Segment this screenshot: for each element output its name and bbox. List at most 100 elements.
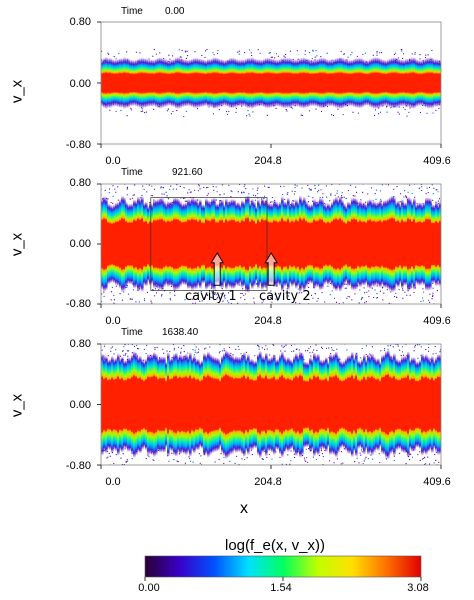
noise-dot <box>422 288 424 290</box>
noise-dot <box>427 192 429 194</box>
noise-dot <box>134 184 136 186</box>
noise-dot <box>407 191 409 193</box>
noise-dot <box>365 301 367 303</box>
distribution-strip <box>433 59 436 107</box>
noise-dot <box>188 474 189 475</box>
distribution-strip <box>203 59 206 107</box>
noise-dot <box>395 296 398 298</box>
cavity-2-arrow <box>264 252 278 286</box>
noise-dot <box>314 471 315 472</box>
noise-dot <box>401 351 404 353</box>
distribution-strip <box>197 358 200 451</box>
noise-dot <box>238 50 240 52</box>
noise-dot <box>317 191 319 193</box>
distribution-strip <box>331 354 334 455</box>
distribution-strip <box>423 59 426 107</box>
noise-dot <box>425 54 427 56</box>
noise-dot <box>269 51 271 54</box>
noise-dot <box>276 182 277 183</box>
noise-dot <box>197 351 200 353</box>
noise-dot <box>174 294 176 296</box>
distribution-strip <box>239 356 242 453</box>
noise-dot <box>101 349 103 351</box>
noise-dot <box>169 350 171 353</box>
distribution-strip <box>247 57 250 109</box>
noise-dot <box>163 193 165 195</box>
noise-dot <box>107 338 108 339</box>
noise-dot <box>115 454 117 456</box>
distribution-strip <box>159 57 162 109</box>
noise-dot <box>206 48 208 51</box>
distribution-strip <box>429 358 432 451</box>
noise-dot <box>185 110 187 112</box>
distribution-strip <box>439 354 441 455</box>
noise-dot <box>189 182 190 183</box>
noise-dot <box>176 340 177 341</box>
distribution-strip <box>135 353 138 456</box>
noise-dot <box>376 52 378 54</box>
noise-dot <box>311 351 314 353</box>
distribution-strip <box>399 59 402 107</box>
noise-dot <box>422 297 424 299</box>
noise-dot <box>198 185 200 187</box>
noise-dot <box>418 471 419 472</box>
distribution-strip <box>413 197 416 291</box>
noise-dot <box>320 110 323 113</box>
noise-dot <box>397 345 399 347</box>
panel2-time-value: 921.60 <box>172 167 203 178</box>
noise-dot <box>247 472 248 473</box>
noise-dot <box>314 187 316 189</box>
distribution-strip <box>211 355 214 454</box>
distribution-strip <box>281 196 284 292</box>
distribution-strip <box>253 58 256 108</box>
noise-dot <box>279 456 281 458</box>
noise-dot <box>222 300 224 302</box>
distribution-strip <box>255 58 258 108</box>
noise-dot <box>425 334 426 335</box>
noise-dot <box>304 50 306 52</box>
distribution-strip <box>227 58 230 108</box>
distribution-strip <box>347 201 350 287</box>
noise-dot <box>397 338 398 339</box>
noise-dot <box>416 468 417 469</box>
noise-dot <box>141 108 143 110</box>
noise-dot <box>240 191 243 193</box>
noise-dot <box>411 334 412 335</box>
distribution-strip <box>195 198 198 290</box>
noise-dot <box>436 290 439 292</box>
noise-dot <box>143 298 146 300</box>
noise-dot <box>199 462 201 464</box>
distribution-strip <box>357 57 360 109</box>
distribution-strip <box>433 360 436 449</box>
noise-dot <box>136 347 139 350</box>
x-axis-label: x <box>240 500 248 517</box>
noise-dot <box>320 189 322 191</box>
distribution-strip <box>277 59 280 107</box>
noise-dot <box>315 108 317 110</box>
distribution-strip <box>213 57 216 109</box>
noise-dot <box>125 461 127 463</box>
noise-dot <box>172 188 174 190</box>
noise-dot <box>154 348 156 351</box>
noise-dot <box>387 184 390 186</box>
noise-dot <box>315 49 317 52</box>
noise-dot <box>213 54 215 56</box>
noise-dot <box>364 52 366 54</box>
noise-dot <box>246 115 248 117</box>
noise-dot <box>434 181 435 182</box>
noise-dot <box>228 184 230 186</box>
distribution-strip <box>353 197 356 291</box>
noise-dot <box>217 339 218 340</box>
distribution-strip <box>295 352 298 457</box>
noise-dot <box>376 296 379 299</box>
distribution-strip <box>157 198 160 290</box>
noise-dot <box>423 468 424 469</box>
distribution-strip <box>243 59 246 107</box>
noise-dot <box>238 348 240 351</box>
distribution-strip <box>327 361 330 448</box>
distribution-strip <box>267 357 270 452</box>
noise-dot <box>108 53 110 55</box>
noise-dot <box>126 187 129 189</box>
noise-dot <box>104 189 106 191</box>
noise-dot <box>417 453 419 456</box>
